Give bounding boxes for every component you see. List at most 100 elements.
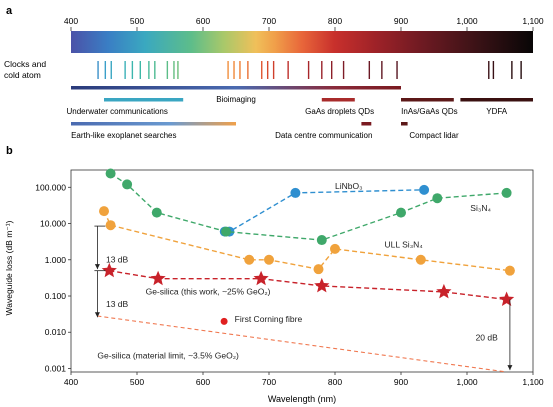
spectrum-bar — [71, 31, 533, 53]
spectrum-tick-label: 500 — [130, 16, 144, 26]
application-bar — [321, 98, 355, 102]
series-label-corning: First Corning fibre — [235, 314, 303, 324]
series-label-ge-silica: Ge-silica (this work, ~25% GeO₂) — [146, 287, 271, 297]
clocks-label-line1: Clocks and — [4, 59, 46, 69]
panel-b-label: b — [6, 145, 13, 157]
spectrum-tick-label: 400 — [64, 16, 78, 26]
x-tick-label: 1,000 — [456, 377, 478, 387]
application-bar — [401, 98, 454, 102]
application-label: Earth-like exoplanet searches — [71, 131, 176, 140]
panel-a: a 400 500 600 700 800 900 1,000 1,100 Clocks an… — [4, 5, 544, 140]
y-tick-label: 100.000 — [35, 182, 66, 192]
data-point — [220, 317, 228, 325]
data-point — [221, 226, 232, 237]
x-tick-label: 500 — [130, 377, 144, 387]
data-point — [396, 207, 406, 218]
axes: 400 500 600 700 800 900 1,000 1,100 100.000 10.00… — [35, 169, 544, 387]
application-label: Data centre communication — [275, 131, 372, 140]
annotations: LiNbO₃ Si₃N₄ ULL Si₃N₄ Ge-silica (this work… — [94, 181, 513, 371]
y-tick-label: 1.000 — [45, 255, 67, 265]
spectrum-tick-label: 900 — [394, 16, 408, 26]
panel-b: b 400 500 600 700 800 900 1,000 1,100 100.000 10.… — [4, 145, 544, 404]
data-point — [432, 193, 443, 204]
clocks-label-line2: cold atom — [4, 70, 41, 80]
y-axis-label: Waveguide loss (dB m⁻¹) — [4, 220, 14, 315]
x-axis-label: Wavelength (nm) — [268, 394, 336, 404]
series-line — [109, 270, 507, 301]
application-label: Bioimaging — [216, 95, 256, 104]
application-label: Compact lidar — [409, 131, 459, 140]
data-point — [316, 235, 327, 246]
x-tick-label: 400 — [64, 377, 78, 387]
data-point — [105, 220, 116, 231]
data-point-star — [150, 270, 166, 286]
series-label-material-limit: Ge-silica (material limit, ~3.5% GeO₂) — [97, 350, 239, 360]
data-point — [313, 264, 324, 275]
series-si3n4 — [105, 168, 512, 246]
series-line — [224, 189, 425, 233]
data-point — [105, 168, 116, 179]
x-tick-label: 900 — [394, 377, 408, 387]
application-bar — [361, 122, 372, 126]
data-point-star — [253, 270, 269, 286]
x-tick-label: 700 — [262, 377, 276, 387]
series-label-linbo3: LiNbO₃ — [335, 181, 363, 191]
data-point — [504, 265, 515, 276]
data-point — [122, 179, 133, 190]
application-bar — [460, 98, 533, 102]
plot-frame — [70, 169, 534, 373]
applications: Bioimaging Underwater communications GaAs … — [67, 86, 533, 140]
data-point-star — [314, 277, 330, 293]
series-ge-silica-material-limit-3-5-geo2- — [97, 315, 507, 373]
series-ge-silica-this-work-25-geo2- — [101, 262, 515, 306]
series-line — [97, 315, 507, 373]
data-point — [264, 254, 274, 265]
data-point — [501, 187, 512, 198]
application-bar — [104, 98, 184, 102]
x-tick-label: 800 — [328, 377, 342, 387]
panel-a-label: a — [6, 5, 13, 17]
data-point-star — [436, 283, 452, 299]
series-line — [103, 210, 510, 272]
data-point — [415, 254, 426, 265]
application-bar — [71, 122, 236, 126]
data-point-star — [499, 291, 515, 306]
series — [97, 168, 515, 373]
x-tick-label: 1,100 — [522, 377, 544, 387]
spectrum-tick-label: 1,100 — [522, 16, 544, 26]
series-first-corning-fibre — [220, 317, 228, 325]
series-label-si3n4: Si₃N₄ — [470, 203, 491, 213]
application-label: InAs/GaAs QDs — [401, 107, 457, 116]
spectrum-tick-label: 700 — [262, 16, 276, 26]
application-label: Underwater communications — [67, 107, 168, 116]
y-tick-label: 0.001 — [45, 363, 67, 373]
db13-arrowhead-top — [94, 264, 100, 270]
db13-arrowhead-bottom — [94, 312, 100, 318]
db20-arrowhead — [507, 365, 513, 371]
series-label-ull-si3n4: ULL Si₃N₄ — [385, 239, 424, 249]
spectrum-tick-label: 600 — [196, 16, 210, 26]
db13-top-label: 13 dB — [106, 254, 129, 264]
x-tick-label: 600 — [196, 377, 210, 387]
data-point — [244, 254, 255, 265]
series-ull-si3n4 — [99, 206, 515, 276]
y-tick-label: 0.100 — [45, 291, 67, 301]
spectrum-tick-label: 1,000 — [456, 16, 478, 26]
data-point — [99, 206, 109, 217]
application-bar — [71, 86, 401, 90]
application-bar — [401, 122, 408, 126]
application-label: GaAs droplets QDs — [305, 107, 374, 116]
data-point — [290, 187, 301, 198]
data-point — [151, 207, 162, 218]
spectrum-tick-label: 800 — [328, 16, 342, 26]
spectrum-ticks: 400 500 600 700 800 900 1,000 1,100 — [64, 16, 544, 31]
clock-lines — [97, 61, 522, 79]
application-label: YDFA — [486, 107, 508, 116]
data-point-star — [101, 262, 117, 278]
db20-label: 20 dB — [476, 332, 499, 342]
data-point — [330, 243, 340, 254]
series-line — [110, 172, 507, 241]
db13-bottom-label: 13 dB — [106, 299, 129, 309]
y-tick-label: 0.010 — [45, 327, 67, 337]
